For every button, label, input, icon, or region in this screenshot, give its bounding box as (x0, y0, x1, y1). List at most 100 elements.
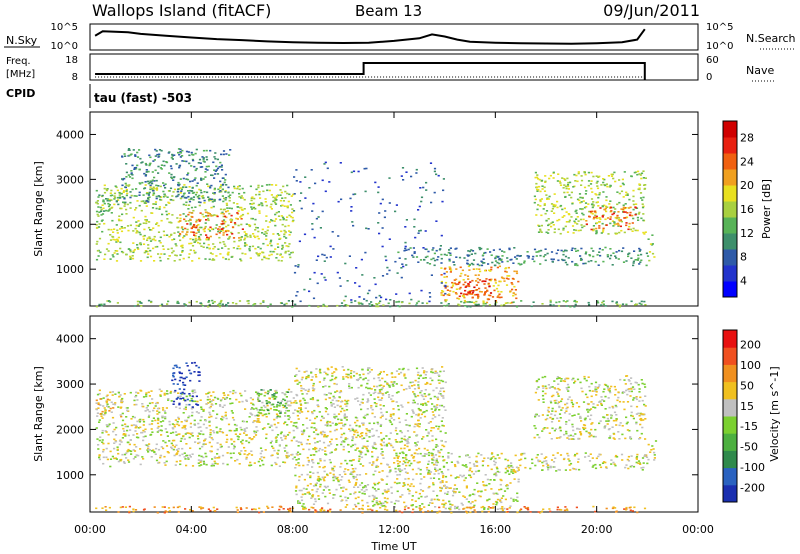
heatmap-cell (197, 366, 200, 369)
heatmap-cell (579, 433, 583, 436)
heatmap-cell (519, 263, 522, 266)
heatmap-cell (179, 151, 182, 153)
heatmap-cell (350, 445, 353, 448)
heatmap-cell (537, 188, 540, 191)
heatmap-cell (446, 294, 449, 296)
heatmap-cell (259, 412, 262, 414)
heatmap-cell (575, 218, 578, 220)
heatmap-cell (168, 190, 171, 192)
heatmap-cell (482, 280, 485, 282)
heatmap-cell (581, 208, 584, 211)
heatmap-cell (251, 203, 254, 205)
heatmap-cell (615, 251, 618, 253)
heatmap-cell (362, 424, 365, 426)
heatmap-cell (571, 415, 574, 417)
heatmap-cell (273, 396, 276, 398)
heatmap-cell (224, 245, 227, 247)
heatmap-cell (651, 252, 655, 255)
heatmap-cell (286, 400, 289, 403)
heatmap-cell (101, 441, 104, 443)
heatmap-cell (608, 387, 611, 390)
heatmap-cell (448, 487, 451, 489)
heatmap-cell (418, 423, 421, 425)
heatmap-cell (256, 429, 259, 432)
heatmap-cell (638, 414, 641, 417)
heatmap-cell (352, 170, 356, 173)
heatmap-cell (189, 422, 192, 425)
heatmap-cell (539, 511, 542, 514)
heatmap-cell (200, 464, 203, 466)
heatmap-cell (592, 435, 595, 438)
heatmap-cell (152, 449, 155, 451)
heatmap-cell (130, 450, 133, 453)
heatmap-cell (374, 483, 377, 486)
heatmap-cell (196, 241, 200, 244)
heatmap-cell (110, 411, 113, 413)
heatmap-cell (384, 505, 387, 508)
heatmap-cell (207, 217, 210, 220)
heatmap-cell (453, 484, 457, 486)
heatmap-cell (205, 463, 208, 466)
heatmap-cell (375, 510, 378, 512)
heatmap-cell (216, 508, 219, 510)
heatmap-cell (489, 251, 492, 253)
heatmap-cell (534, 391, 537, 394)
heatmap-cell (434, 454, 438, 456)
heatmap-cell (568, 419, 571, 422)
heatmap-cell (467, 501, 470, 503)
heatmap-cell (132, 230, 135, 232)
heatmap-cell (112, 407, 115, 409)
heatmap-cell (606, 385, 609, 388)
heatmap-cell (625, 375, 629, 377)
heatmap-cell (210, 437, 213, 439)
heatmap-cell (545, 194, 548, 196)
heatmap-cell (105, 400, 109, 402)
heatmap-cell (640, 467, 643, 469)
heatmap-cell (323, 479, 326, 482)
heatmap-cell (198, 441, 201, 444)
heatmap-cell (147, 201, 150, 203)
heatmap-cell (526, 508, 529, 510)
heatmap-cell (183, 303, 186, 305)
heatmap-cell (422, 247, 425, 249)
heatmap-cell (401, 463, 405, 465)
heatmap-cell (393, 419, 396, 421)
heatmap-cell (195, 184, 198, 187)
heatmap-cell (441, 472, 444, 475)
heatmap-cell (634, 381, 637, 384)
heatmap-cell (350, 299, 353, 301)
heatmap-cell (572, 232, 575, 234)
heatmap-cell (223, 404, 226, 407)
heatmap-cell (136, 244, 139, 246)
heatmap-cell (147, 192, 150, 195)
heatmap-cell (553, 193, 556, 195)
heatmap-cell (312, 503, 316, 505)
heatmap-cell (281, 244, 284, 247)
heatmap-cell (635, 461, 638, 464)
heatmap-cell (472, 259, 476, 261)
heatmap-cell (188, 393, 191, 395)
heatmap-cell (119, 241, 122, 244)
heatmap-cell (538, 178, 541, 181)
heatmap-cell (627, 228, 630, 231)
heatmap-cell (284, 437, 287, 440)
heatmap-cell (617, 224, 620, 226)
heatmap-cell (149, 249, 152, 252)
heatmap-cell (181, 226, 184, 228)
heatmap-cell (535, 251, 538, 253)
heatmap-cell (455, 488, 458, 490)
heatmap-cell (457, 462, 460, 464)
heatmap-cell (230, 443, 233, 445)
heatmap-cell (207, 215, 210, 217)
heatmap-cell (183, 184, 186, 186)
heatmap-cell (649, 451, 652, 453)
heatmap-cell (564, 469, 567, 471)
heatmap-cell (499, 498, 502, 501)
heatmap-cell (621, 433, 624, 436)
heatmap-cell (319, 483, 322, 486)
heatmap-cell (284, 405, 287, 407)
heatmap-cell (249, 461, 252, 464)
heatmap-cell (164, 510, 167, 512)
heatmap-cell (228, 197, 231, 199)
heatmap-cell (590, 247, 593, 250)
